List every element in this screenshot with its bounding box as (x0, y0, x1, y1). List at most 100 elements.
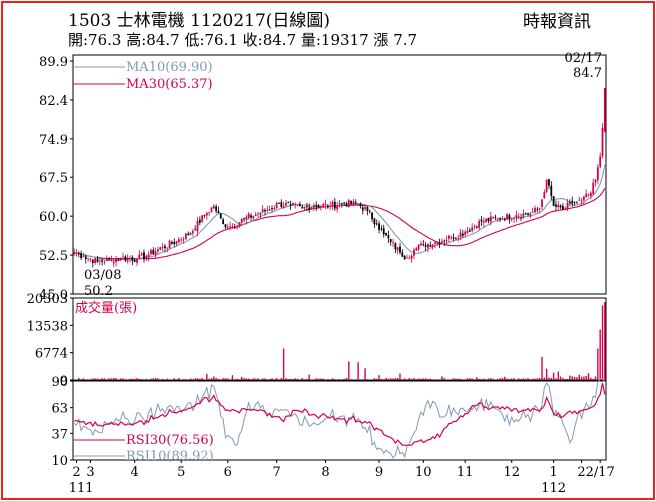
price-tick-label: 60.0 (39, 210, 68, 225)
volume-bar (96, 378, 99, 380)
volume-bar (415, 379, 418, 380)
candle-body (417, 244, 420, 250)
volume-bar (140, 379, 143, 380)
candle-body (89, 258, 92, 260)
volume-bar (455, 378, 457, 380)
volume-bar (299, 379, 301, 380)
candle-body (373, 218, 376, 225)
candle-body (594, 179, 597, 183)
volume-bar (154, 378, 157, 380)
candle-body (545, 179, 548, 192)
candle-body (548, 179, 550, 186)
volume-bar (362, 379, 364, 380)
volume-bar (101, 378, 103, 380)
volume-bar (483, 378, 485, 380)
volume-bar (376, 378, 378, 380)
volume-bar (383, 379, 385, 380)
chart-date: 1120217(日線圖) (190, 11, 331, 31)
candle-body (117, 259, 120, 261)
candle-body (550, 185, 553, 196)
candle-body (441, 241, 443, 244)
volume-bar (359, 379, 362, 380)
candle-body (427, 243, 429, 248)
candle-body (354, 202, 357, 204)
volume-bar (594, 376, 597, 380)
volume-bar (92, 378, 94, 380)
candle-body (294, 203, 297, 205)
candle-body (73, 252, 76, 255)
candle-body (387, 235, 390, 239)
candle-body (245, 216, 248, 220)
candle-body (266, 209, 269, 211)
volume-bar (133, 378, 136, 380)
volume-bar (234, 379, 236, 380)
candle-body (592, 182, 595, 195)
volume-bar (476, 377, 478, 380)
price-tick-label: 74.9 (39, 133, 68, 148)
candle-body (543, 192, 546, 199)
candle-body (285, 203, 287, 206)
candle-body (143, 252, 145, 259)
volume-bar (196, 378, 199, 380)
candle-body (364, 207, 367, 209)
candle-body (180, 239, 183, 241)
candle-body (352, 201, 355, 205)
volume-bar (566, 378, 569, 380)
volume-bar (448, 379, 450, 381)
volume-bar (231, 375, 234, 380)
candle-body (466, 230, 469, 233)
candle-body (413, 249, 415, 256)
candle-body (578, 199, 581, 201)
volume-tick-label: 6774 (35, 347, 68, 362)
candle-body (408, 258, 411, 259)
volume-bar (403, 378, 406, 380)
candle-body (492, 217, 495, 219)
volume-bar (327, 379, 329, 380)
volume-bar (538, 378, 541, 380)
candle-body (336, 205, 339, 210)
candle-body (454, 237, 457, 240)
legend-rsi10: RSI10(89.92) (126, 449, 214, 464)
source-label: 時報資訊 (523, 12, 591, 32)
volume-bar (597, 348, 599, 380)
x-tick-label: 4 (131, 465, 139, 480)
volume-bar (271, 378, 273, 380)
volume-bar (292, 379, 294, 380)
volume-tick-label: 9 (60, 374, 68, 389)
candle-body (520, 217, 522, 219)
volume-bar (466, 378, 469, 380)
candle-body (280, 202, 283, 207)
candle-body (219, 213, 222, 219)
candle-body (147, 254, 150, 257)
volume-bar (557, 371, 559, 380)
candle-body (178, 239, 180, 243)
candle-body (345, 203, 348, 207)
volume-bar (604, 301, 606, 380)
volume-bar (180, 379, 182, 380)
volume-bar (355, 379, 357, 380)
candle-body (231, 226, 234, 228)
volume-bar (408, 377, 411, 380)
rsi-tick-label: 10 (51, 454, 68, 469)
volume-bar (308, 374, 310, 380)
volume-bar (273, 379, 276, 380)
candle-body (569, 201, 571, 203)
candle-body (138, 254, 141, 259)
volume-bar (459, 378, 462, 380)
volume-bar (280, 378, 283, 380)
volume-bar (536, 378, 539, 380)
candle-body (515, 215, 518, 218)
volume-bar (369, 379, 371, 381)
candle-body (317, 205, 320, 208)
volume-bar (147, 379, 150, 381)
price-tick-label: 45.0 (39, 288, 68, 303)
candle-body (191, 230, 194, 234)
volume-bar (220, 379, 222, 381)
volume-bar (545, 368, 548, 380)
candle-body (415, 248, 418, 251)
volume-bar (525, 378, 527, 380)
volume-bar (410, 378, 413, 380)
low-date-annotation: 03/08 (84, 268, 121, 283)
candle-body (222, 219, 225, 224)
candle-body (308, 207, 311, 210)
